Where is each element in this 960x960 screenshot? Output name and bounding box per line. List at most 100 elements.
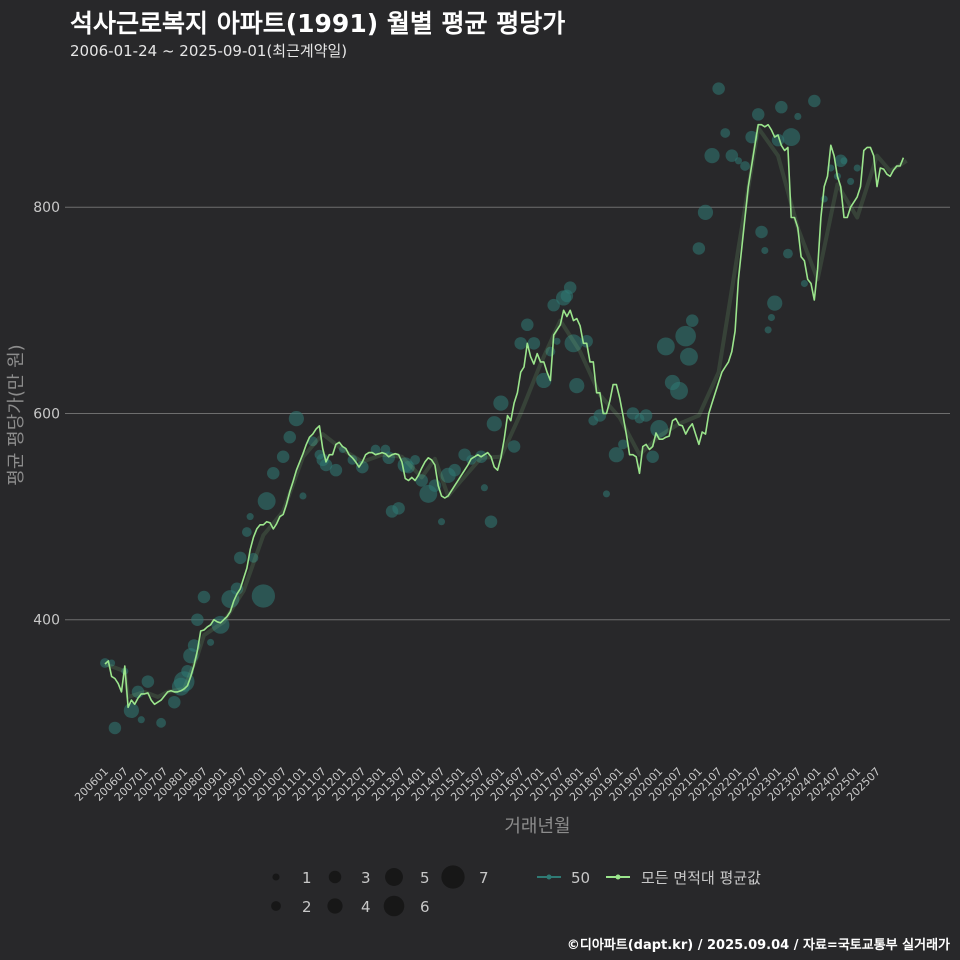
data-bubble: [639, 409, 653, 422]
y-tick-label: 800: [33, 200, 60, 216]
data-bubble: [656, 337, 675, 356]
data-bubble: [230, 582, 244, 596]
data-bubble: [800, 279, 808, 288]
data-bubble: [580, 335, 593, 348]
data-bubble: [794, 112, 802, 121]
data-bubble: [276, 450, 290, 464]
data-bubble: [283, 430, 297, 444]
data-bubble: [751, 108, 765, 121]
data-bubble: [267, 467, 280, 480]
data-bubble: [514, 337, 527, 350]
data-bubble: [392, 502, 405, 515]
legend-size-swatch: [385, 868, 403, 886]
legend-line-label: 모든 면적대 평균값: [641, 869, 761, 887]
chart-subtitle: 2006-01-24 ~ 2025-09-01(최근계약일): [70, 42, 348, 60]
chart-title: 석사근로복지 아파트(1991) 월별 평균 평당가: [70, 9, 566, 38]
data-bubble: [307, 436, 318, 447]
data-bubble: [108, 721, 122, 735]
data-bubble: [299, 492, 307, 500]
data-bubble: [141, 675, 155, 688]
data-bubble: [602, 490, 611, 498]
data-bubble: [123, 702, 139, 719]
data-bubble: [618, 439, 628, 450]
data-bubble: [356, 460, 369, 474]
data-bubble: [156, 717, 166, 728]
legend-size-label: 2: [302, 898, 312, 916]
data-bubble: [319, 458, 333, 472]
data-bubble: [720, 128, 731, 138]
legend-size-swatch: [327, 898, 343, 914]
data-bubble: [448, 463, 461, 477]
data-bubble: [486, 416, 502, 432]
legend-size-label: 1: [302, 869, 312, 887]
data-bubble: [246, 513, 254, 521]
data-bubble: [257, 492, 276, 511]
legend-size-swatch: [271, 901, 281, 911]
data-bubble: [646, 450, 659, 464]
data-bubble: [288, 411, 304, 427]
data-bubble: [564, 334, 583, 353]
data-bubble: [755, 225, 768, 239]
data-bubble: [493, 395, 509, 411]
footer-credit: ©디아파트(dapt.kr) / 2025.09.04 / 자료=국토교통부 실…: [566, 938, 950, 953]
legend-size-label: 6: [420, 898, 430, 916]
data-bubble: [234, 551, 247, 565]
data-bubble: [704, 148, 720, 164]
data-bubble: [767, 314, 775, 322]
legend-count-label: 50: [571, 869, 590, 887]
legend-size-swatch: [441, 865, 465, 889]
data-bubble: [241, 527, 252, 537]
legend-size-swatch: [272, 873, 280, 881]
data-bubble: [761, 246, 769, 255]
data-bubble: [402, 460, 415, 474]
data-bubble: [248, 552, 259, 563]
data-bubble: [207, 638, 215, 646]
data-bubble: [329, 463, 343, 477]
y-axis-title: 평균 평당가(만 원): [6, 344, 27, 485]
data-bubble: [764, 326, 772, 334]
data-bubble: [734, 157, 742, 165]
data-bubble: [670, 381, 689, 400]
y-tick-label: 400: [33, 613, 60, 629]
data-bubble: [783, 248, 793, 259]
data-bubble: [437, 518, 446, 526]
data-bubble: [686, 314, 699, 327]
data-bubble: [569, 378, 585, 394]
data-bubble: [650, 419, 669, 438]
data-bubble: [137, 716, 145, 724]
data-bubble: [847, 177, 855, 185]
data-bubble: [480, 484, 488, 492]
legend-size-label: 4: [361, 898, 371, 916]
data-bubble: [808, 94, 821, 108]
data-bubble: [725, 149, 739, 162]
data-bubble: [484, 515, 498, 528]
x-axis-title: 거래년월: [504, 816, 570, 837]
data-bubble: [712, 82, 725, 95]
data-bubble: [507, 440, 521, 453]
data-bubble: [197, 590, 211, 604]
data-bubble: [697, 204, 714, 220]
data-bubble: [840, 157, 848, 165]
y-tick-label: 600: [33, 406, 60, 422]
data-bubble: [347, 454, 358, 465]
data-bubble: [563, 281, 577, 294]
data-bubble: [547, 298, 560, 312]
legend-size-label: 5: [420, 869, 430, 887]
data-bubble: [593, 409, 607, 422]
data-bubble: [410, 454, 421, 465]
legend-size-swatch: [383, 895, 405, 917]
data-bubble: [745, 130, 758, 144]
data-bubble: [191, 613, 204, 626]
data-bubble: [775, 100, 788, 114]
data-bubble: [820, 195, 828, 203]
legend-size-label: 3: [361, 869, 371, 887]
data-bubble: [608, 447, 624, 463]
data-bubble: [168, 695, 181, 709]
data-bubble: [527, 337, 541, 350]
data-bubble: [415, 474, 428, 487]
data-bubble: [370, 444, 381, 455]
data-bubble: [553, 337, 561, 345]
legend-size-label: 7: [479, 869, 489, 887]
trend-line: [104, 125, 908, 699]
